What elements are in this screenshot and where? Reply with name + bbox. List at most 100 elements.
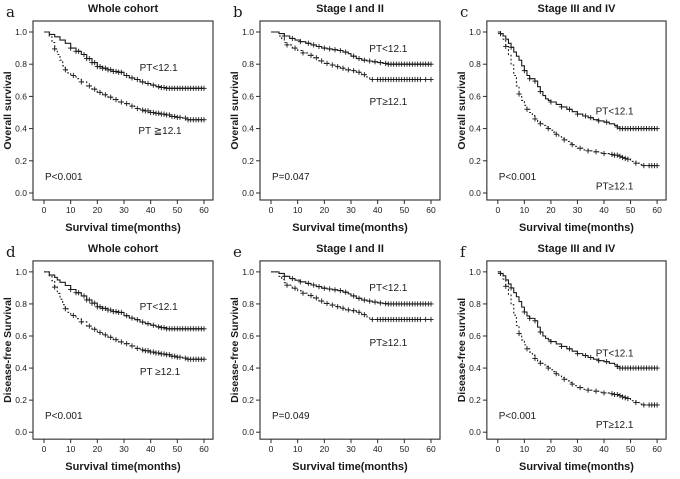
y-axis-tick-label: 0.2 [469, 156, 481, 166]
y-axis-tick-label: 0.0 [15, 188, 27, 198]
curve-label: PT ≧12.1 [138, 126, 182, 137]
p-value-label: P<0.001 [45, 411, 83, 422]
curve-label: PT<12.1 [369, 44, 408, 55]
curve-label: PT≥12.1 [369, 97, 407, 108]
x-axis-tick-label: 30 [119, 205, 129, 215]
x-axis-tick-label: 20 [546, 444, 556, 454]
y-axis-tick-label: 0.8 [242, 59, 254, 69]
y-axis-tick-label: 0.4 [469, 124, 481, 134]
x-axis-tick-label: 40 [599, 205, 609, 215]
x-axis-tick-label: 0 [42, 444, 47, 454]
p-value-label: P<0.001 [45, 172, 83, 183]
y-axis-tick-label: 0.4 [242, 363, 254, 373]
x-axis-tick-label: 30 [119, 444, 129, 454]
x-axis-tick-label: 0 [495, 205, 500, 215]
y-axis-tick-label: 1.0 [15, 27, 27, 37]
y-axis-tick-label: 0.6 [242, 91, 254, 101]
x-axis-label: Survival time(months) [292, 222, 408, 234]
y-axis-label: Disease-free Survival [3, 297, 14, 403]
x-axis-tick-label: 60 [652, 205, 662, 215]
survival-chart-e: 0.0 0.2 0.4 0.6 0.8 1.0 0 10 20 30 40 50 60 e Stage I … [230, 243, 441, 473]
x-axis-tick-label: 10 [520, 205, 530, 215]
x-axis-tick-label: 50 [626, 444, 636, 454]
y-axis-tick-label: 1.0 [469, 267, 481, 277]
x-axis-tick-label: 40 [146, 444, 156, 454]
x-axis-tick-label: 0 [42, 205, 47, 215]
panel-letter: c [460, 3, 468, 21]
y-axis-tick-label: 0.4 [15, 363, 27, 373]
y-axis-tick-label: 1.0 [15, 267, 27, 277]
p-value-label: P<0.001 [499, 172, 537, 183]
survival-chart-f: 0.0 0.2 0.4 0.6 0.8 1.0 0 10 20 30 40 50 60 f Stage II… [457, 243, 667, 473]
y-axis-tick-label: 0.6 [242, 331, 254, 341]
panel-letter: b [233, 3, 243, 21]
y-axis-label: Overall survival [2, 71, 14, 149]
km-curve-dotted [497, 271, 658, 406]
x-axis-tick-label: 30 [346, 444, 356, 454]
y-axis-tick-label: 0.8 [242, 299, 254, 309]
y-axis-tick-label: 0.2 [15, 395, 27, 405]
y-axis-label: Disease-free Survival [230, 297, 241, 403]
chart-title: Stage I and II [316, 3, 384, 15]
x-axis-tick-label: 60 [426, 444, 436, 454]
curve-label: PT<12.1 [140, 63, 179, 74]
x-axis-label: Survival time(months) [519, 461, 634, 473]
curve-label: PT ≥12.1 [140, 367, 181, 378]
y-axis-tick-label: 0.2 [242, 395, 254, 405]
panel-letter: f [460, 243, 467, 261]
y-axis-label: Overall survival [457, 71, 468, 149]
survival-chart-d: 0.0 0.2 0.4 0.6 0.8 1.0 0 10 20 30 40 50 60 d Whole co… [3, 243, 214, 473]
y-axis-tick-label: 0.6 [15, 331, 27, 341]
x-axis-tick-label: 10 [66, 444, 76, 454]
panel-letter: e [233, 243, 242, 261]
x-axis-tick-label: 30 [573, 444, 583, 454]
y-axis-tick-label: 0.0 [469, 427, 481, 437]
chart-title: Whole cohort [88, 243, 159, 255]
panel-f: 0.0 0.2 0.4 0.6 0.8 1.0 0 10 20 30 40 50 60 f Stage II… [454, 240, 680, 479]
x-axis-tick-label: 20 [320, 444, 330, 454]
km-curve-solid [44, 271, 204, 330]
panel-letter: a [6, 3, 15, 21]
km-curve-dotted [44, 271, 204, 360]
km-curve-dotted [497, 31, 658, 167]
y-axis-tick-label: 0.0 [242, 427, 254, 437]
plot-frame [32, 260, 214, 440]
y-axis-tick-label: 0.6 [469, 91, 481, 101]
chart-title: Stage I and II [316, 243, 384, 255]
curve-label: PT≥12.1 [369, 338, 407, 349]
y-axis-tick-label: 1.0 [242, 267, 254, 277]
y-axis-tick-label: 0.0 [242, 188, 254, 198]
x-axis-tick-label: 60 [652, 444, 662, 454]
x-axis-tick-label: 20 [93, 205, 103, 215]
plot-frame [259, 20, 441, 201]
x-axis-tick-label: 0 [269, 444, 274, 454]
survival-chart-c: 0.0 0.2 0.4 0.6 0.8 1.0 0 10 20 30 40 50 60 c Stage II… [457, 3, 667, 234]
x-axis-tick-label: 20 [93, 444, 103, 454]
x-axis-label: Survival time(months) [519, 222, 634, 234]
x-axis-tick-label: 40 [373, 444, 383, 454]
chart-title: Whole cohort [88, 3, 159, 15]
y-axis-tick-label: 0.2 [469, 395, 481, 405]
curve-label: PT<12.1 [140, 302, 178, 313]
y-axis-label: Overall survival [229, 71, 241, 149]
p-value-label: P=0.047 [272, 172, 310, 183]
panel-c: 0.0 0.2 0.4 0.6 0.8 1.0 0 10 20 30 40 50 60 c Stage II… [454, 0, 680, 240]
y-axis-tick-label: 0.4 [242, 124, 254, 134]
x-axis-tick-label: 50 [626, 205, 636, 215]
x-axis-tick-label: 30 [573, 205, 583, 215]
x-axis-tick-label: 40 [599, 444, 609, 454]
y-axis-tick-label: 0.4 [15, 124, 27, 134]
curve-label: PT<12.1 [596, 349, 634, 360]
plot-frame [486, 20, 667, 201]
x-axis-tick-label: 0 [495, 444, 500, 454]
y-axis-tick-label: 1.0 [242, 27, 254, 37]
curve-label: PT≥12.1 [596, 182, 634, 193]
curve-label: PT<12.1 [369, 283, 407, 294]
x-axis-tick-label: 50 [400, 444, 410, 454]
y-axis-tick-label: 0.8 [15, 299, 27, 309]
panel-b: 0.0 0.2 0.4 0.6 0.8 1.0 0 10 20 30 40 50 60 b Stage I … [227, 0, 454, 240]
x-axis-tick-label: 10 [520, 444, 530, 454]
plot-frame [486, 260, 667, 440]
panel-a: 0.0 0.2 0.4 0.6 0.8 1.0 0 10 20 30 40 50 60 a Whole co… [0, 0, 227, 240]
